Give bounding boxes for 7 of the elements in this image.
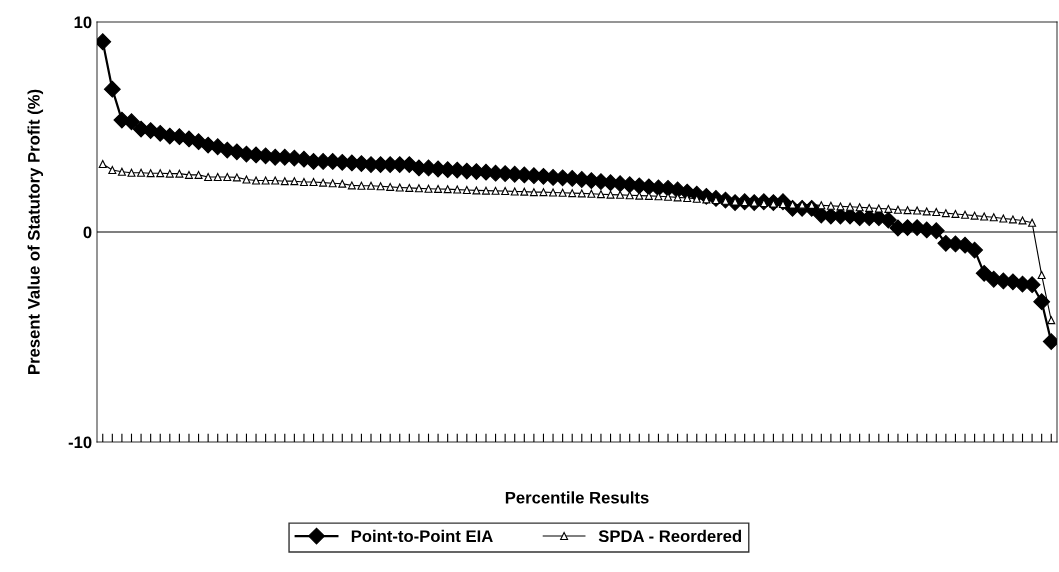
- legend-label: Point-to-Point EIA: [351, 529, 493, 543]
- y-tick-label: 0: [83, 226, 92, 239]
- legend-label: SPDA - Reordered: [598, 529, 742, 543]
- y-axis-title: Present Value of Statutory Profit (%): [27, 89, 44, 374]
- y-tick-label: 10: [74, 16, 92, 29]
- x-axis-title: Percentile Results: [505, 491, 649, 504]
- y-tick-label: -10: [68, 436, 92, 449]
